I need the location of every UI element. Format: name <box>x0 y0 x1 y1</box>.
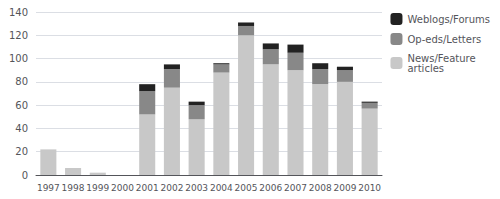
svg-text:20: 20 <box>15 146 28 157</box>
svg-text:2010: 2010 <box>358 183 381 193</box>
svg-text:2005: 2005 <box>235 183 258 193</box>
svg-text:2002: 2002 <box>160 183 183 193</box>
svg-text:2003: 2003 <box>185 183 208 193</box>
svg-text:140: 140 <box>9 7 28 18</box>
svg-text:2001: 2001 <box>136 183 159 193</box>
svg-text:1997: 1997 <box>37 183 60 193</box>
svg-text:0: 0 <box>22 170 28 181</box>
svg-text:1998: 1998 <box>62 183 85 193</box>
svg-text:80: 80 <box>15 76 28 87</box>
svg-text:Weblogs/Forums: Weblogs/Forums <box>407 14 490 25</box>
svg-text:2008: 2008 <box>309 183 332 193</box>
svg-text:100: 100 <box>9 53 28 64</box>
svg-text:News/Feature: News/Feature <box>407 52 476 64</box>
svg-text:1999: 1999 <box>86 183 109 193</box>
svg-text:2009: 2009 <box>333 183 356 193</box>
svg-text:120: 120 <box>9 30 28 41</box>
svg-text:40: 40 <box>15 123 28 134</box>
svg-text:Op-eds/Letters: Op-eds/Letters <box>407 34 481 45</box>
svg-text:2000: 2000 <box>111 183 134 193</box>
svg-text:2007: 2007 <box>284 183 307 193</box>
svg-text:articles: articles <box>407 63 444 74</box>
svg-text:60: 60 <box>15 100 28 111</box>
svg-text:2006: 2006 <box>259 183 282 193</box>
svg-text:2004: 2004 <box>210 183 233 193</box>
